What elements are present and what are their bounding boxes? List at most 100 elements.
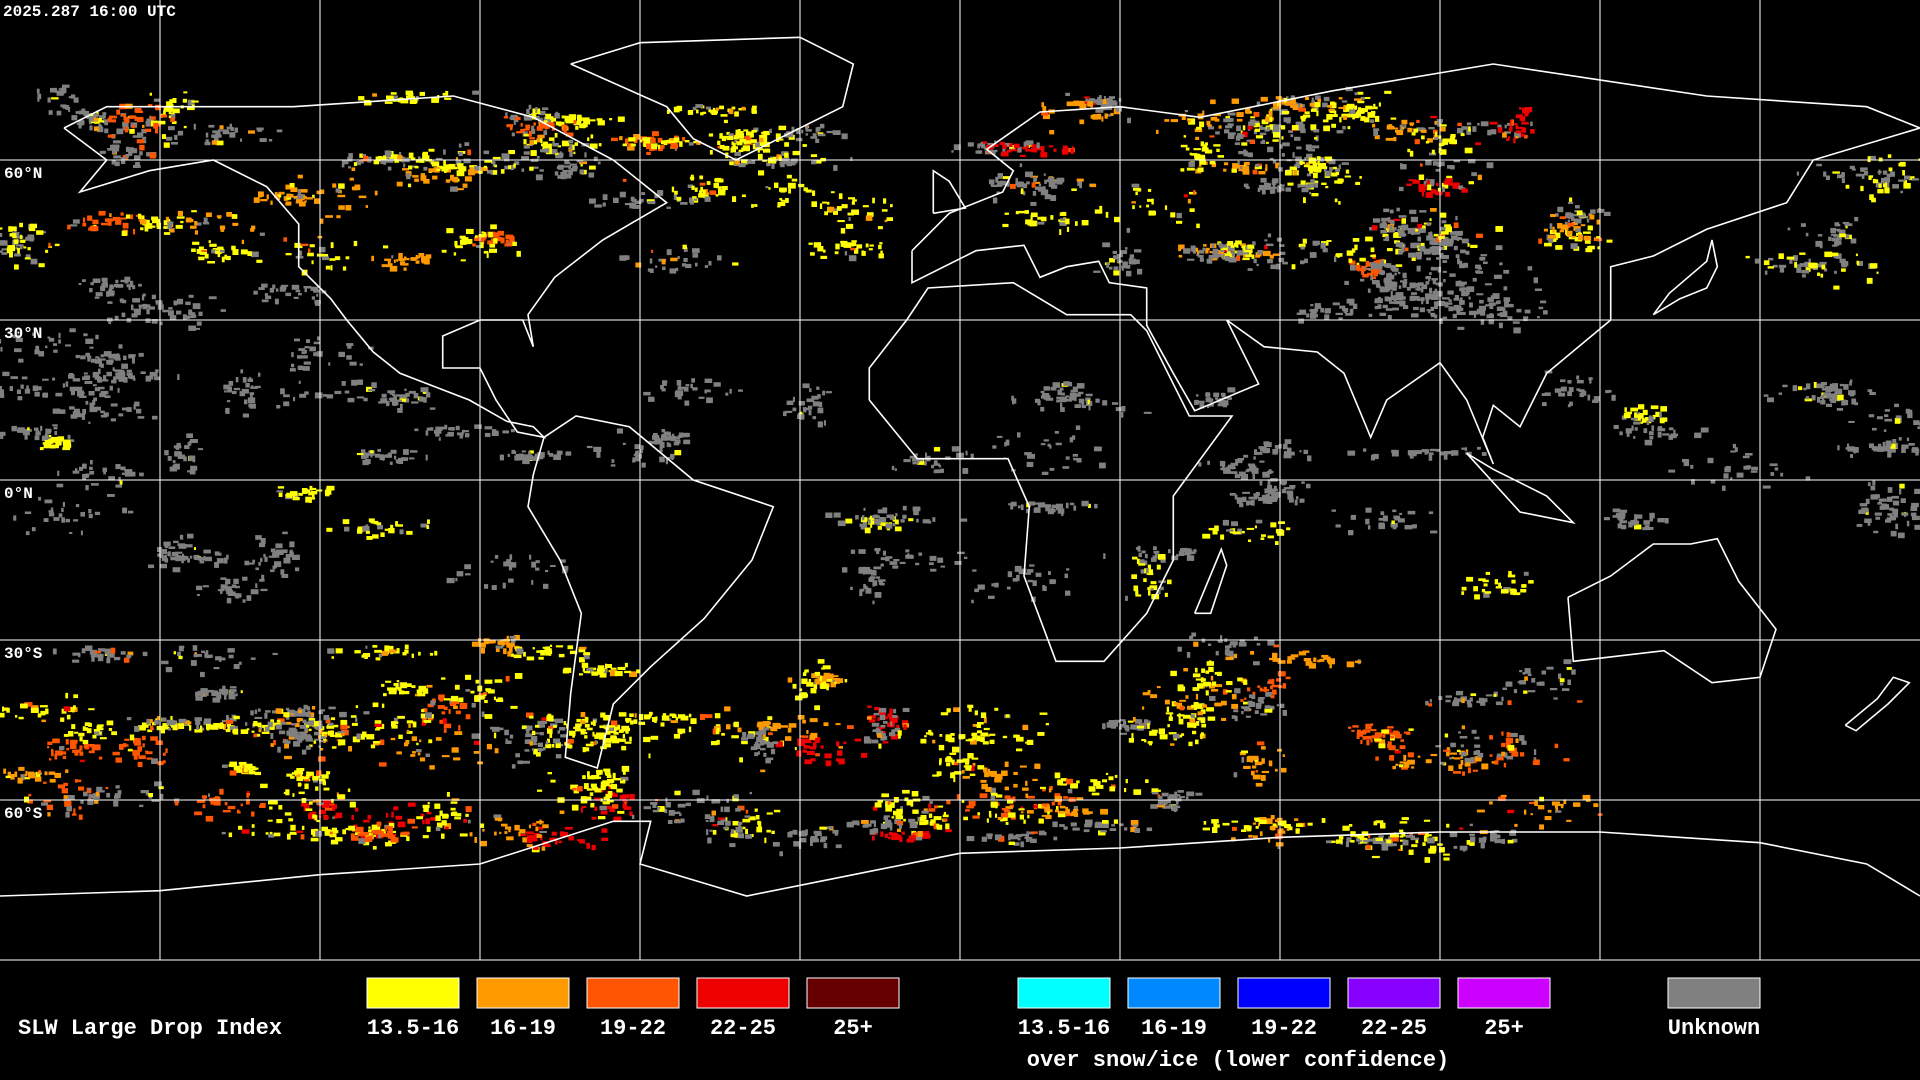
cloud-pixel	[1224, 649, 1228, 655]
cloud-pixel	[867, 705, 872, 708]
cloud-pixel	[899, 823, 902, 829]
cloud-pixel	[298, 791, 305, 795]
cloud-pixel	[133, 737, 138, 744]
cloud-pixel	[666, 139, 672, 143]
cloud-pixel	[258, 728, 262, 733]
cloud-pixel	[1370, 723, 1374, 726]
cloud-pixel	[2, 706, 5, 712]
cloud-pixel	[309, 712, 315, 717]
cloud-pixel	[205, 691, 209, 696]
cloud-pixel	[170, 142, 178, 145]
cloud-pixel	[1411, 837, 1419, 840]
cloud-pixel	[1302, 238, 1307, 244]
cloud-pixel	[1197, 683, 1204, 689]
cloud-pixel	[1413, 128, 1419, 133]
cloud-pixel	[758, 821, 762, 827]
cloud-pixel	[655, 265, 658, 268]
cloud-pixel	[1343, 115, 1347, 120]
cloud-pixel	[1223, 162, 1229, 166]
cloud-pixel	[141, 215, 145, 221]
cloud-pixel	[1232, 163, 1240, 169]
cloud-pixel	[203, 720, 211, 726]
cloud-pixel	[779, 851, 783, 857]
cloud-pixel	[1258, 697, 1265, 700]
cloud-pixel	[624, 662, 628, 668]
cloud-pixel	[1517, 681, 1521, 684]
cloud-pixel	[293, 711, 298, 715]
cloud-pixel	[583, 747, 590, 752]
cloud-pixel	[1275, 163, 1279, 169]
cloud-pixel	[286, 773, 293, 777]
cloud-pixel	[741, 194, 746, 198]
cloud-pixel	[99, 150, 106, 154]
cloud-pixel	[446, 792, 450, 797]
cloud-pixel	[526, 729, 530, 734]
cloud-pixel	[607, 725, 616, 728]
cloud-pixel	[1050, 195, 1057, 201]
cloud-pixel	[349, 801, 356, 808]
cloud-pixel	[316, 799, 319, 802]
cloud-pixel	[1260, 177, 1267, 183]
cloud-pixel	[702, 189, 708, 195]
cloud-pixel	[1100, 824, 1105, 828]
cloud-pixel	[965, 739, 974, 742]
cloud-pixel	[137, 725, 146, 731]
cloud-pixel	[175, 224, 183, 229]
cloud-pixel	[828, 673, 834, 679]
cloud-pixel	[1294, 818, 1299, 821]
cloud-pixel	[762, 721, 770, 727]
cloud-pixel	[1478, 752, 1484, 757]
cloud-pixel	[258, 191, 263, 198]
cloud-pixel	[313, 740, 317, 744]
cloud-pixel	[939, 759, 942, 766]
cloud-pixel	[290, 824, 296, 831]
cloud-pixel	[1356, 734, 1364, 737]
cloud-pixel	[1394, 750, 1401, 754]
cloud-pixel	[1170, 743, 1175, 746]
cloud-pixel	[1387, 217, 1391, 222]
cloud-pixel	[806, 682, 814, 687]
cloud-pixel	[1198, 164, 1202, 167]
cloud-pixel	[481, 711, 485, 717]
cloud-pixel	[1310, 108, 1317, 112]
cloud-pixel	[474, 837, 477, 843]
cloud-pixel	[1553, 697, 1558, 700]
cloud-pixel	[496, 237, 505, 242]
cloud-pixel	[1054, 772, 1061, 779]
cloud-pixel	[320, 189, 325, 194]
cloud-pixel	[297, 193, 304, 199]
cloud-pixel	[576, 114, 582, 119]
cloud-pixel	[779, 198, 783, 201]
cloud-pixel	[442, 718, 447, 724]
cloud-pixel	[545, 740, 548, 745]
cloud-pixel	[987, 833, 993, 840]
cloud-pixel	[133, 754, 138, 760]
cloud-pixel	[1020, 811, 1024, 814]
cloud-pixel	[693, 198, 698, 201]
cloud-pixel	[1132, 717, 1136, 722]
cloud-pixel	[1090, 779, 1098, 783]
cloud-pixel	[425, 753, 430, 757]
cloud-pixel	[1102, 100, 1109, 105]
cloud-pixel	[1263, 686, 1267, 692]
cloud-pixel	[422, 708, 428, 713]
cloud-pixel	[1106, 98, 1113, 104]
cloud-pixel	[1400, 844, 1403, 851]
cloud-pixel	[779, 162, 784, 166]
cloud-pixel	[775, 741, 783, 748]
cloud-pixel	[883, 721, 888, 724]
cloud-pixel	[1389, 209, 1394, 214]
cloud-pixel	[1241, 829, 1247, 832]
cloud-pixel	[404, 258, 410, 261]
cloud-pixel	[609, 670, 618, 677]
cloud-pixel	[759, 140, 764, 147]
cloud-pixel	[828, 206, 835, 212]
cloud-pixel	[1018, 210, 1025, 214]
cloud-pixel	[1131, 201, 1136, 204]
cloud-pixel	[1261, 758, 1265, 764]
cloud-pixel	[65, 739, 69, 745]
cloud-pixel	[799, 693, 804, 699]
cloud-pixel	[568, 119, 577, 124]
cloud-pixel	[1466, 129, 1472, 135]
cloud-pixel	[436, 168, 441, 171]
